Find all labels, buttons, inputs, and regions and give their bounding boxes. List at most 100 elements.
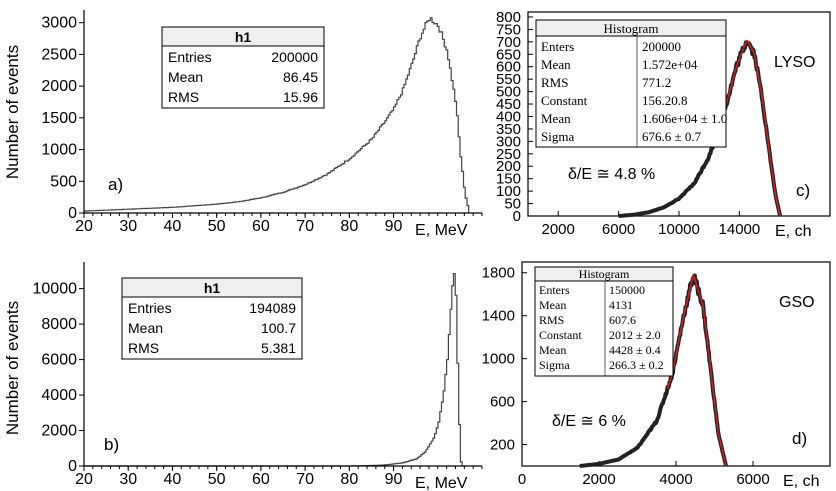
panel-c-xlabel: E, ch — [775, 223, 811, 240]
y-tick-label: 3000 — [41, 15, 77, 32]
panel-c-annotation: δ/E ≅ 4.8 % — [568, 166, 655, 183]
panel-c-material: LYSO — [774, 54, 816, 71]
stats-c-value: 676.6 ± 0.7 — [642, 129, 702, 144]
x-tick-label: 30 — [119, 471, 137, 488]
panel-d-annotation: δ/E ≅ 6 % — [552, 413, 626, 430]
stats-d-label: Enters — [539, 283, 570, 297]
stats-c-label: RMS — [541, 75, 568, 90]
x-tick-label: 80 — [340, 471, 358, 488]
y-tick-label: 4000 — [41, 387, 77, 404]
panel-d-material: GSO — [779, 294, 815, 311]
y-tick-label: 500 — [50, 173, 77, 190]
x-tick-label: 40 — [164, 218, 182, 235]
panel-b-ylabel: Number of events — [3, 301, 22, 435]
stats-a-value: 15.96 — [283, 89, 318, 105]
stats-a-title: h1 — [235, 29, 252, 45]
stats-a-label: Mean — [168, 69, 203, 85]
panel-d: 0 2000 4000 6000 200 600 1000 1400 1800 GSO δ/E … — [482, 262, 830, 490]
panel-c: 2000 6000 10000 140000501001502002503003504… — [496, 9, 830, 240]
x-tick-label: 2000 — [582, 471, 615, 488]
panel-d-xlabel: E, ch — [783, 473, 819, 490]
panel-b-xlabel: E, MeV — [415, 475, 468, 491]
x-tick-label: 90 — [385, 471, 403, 488]
panel-b-stats-box: h1 Entries 194089 Mean 100.7 RMS 5.381 — [122, 278, 302, 359]
x-tick-label: 90 — [385, 218, 403, 235]
x-tick-label: 50 — [208, 471, 226, 488]
x-tick-label: 60 — [252, 471, 270, 488]
panel-a-label: a) — [108, 175, 123, 194]
stats-d-title: Histogram — [579, 267, 630, 281]
stats-b-value: 100.7 — [261, 320, 296, 336]
stats-a-value: 86.45 — [283, 69, 318, 85]
y-tick-label: 1400 — [482, 308, 515, 325]
y-tick-label: 1800 — [482, 265, 515, 282]
x-tick-label: 60 — [252, 218, 270, 235]
x-tick-label: 80 — [340, 218, 358, 235]
y-tick-label: 2000 — [41, 78, 77, 95]
y-tick-label: 2000 — [41, 423, 77, 440]
y-tick-label: 600 — [490, 394, 515, 411]
stats-b-title: h1 — [204, 280, 221, 296]
y-tick-label: 8000 — [41, 316, 77, 333]
stats-a-label: Entries — [168, 49, 212, 65]
x-tick-label: 10000 — [658, 221, 700, 238]
y-tick-label: 1000 — [482, 351, 515, 368]
panel-d-label: d) — [792, 429, 807, 448]
y-tick-label: 0 — [68, 458, 77, 475]
panel-c-stats-box: Histogram Enters 200000 Mean 1.572e+04 R… — [536, 20, 727, 147]
stats-c-label: Constant — [541, 93, 588, 108]
panel-a-ylabel: Number of events — [3, 45, 22, 179]
panel-c-label: c) — [796, 181, 810, 200]
y-tick-label: 1500 — [41, 110, 77, 127]
x-tick-label: 70 — [296, 471, 314, 488]
y-tick-label: 10000 — [33, 281, 78, 298]
stats-d-value: 4131 — [609, 298, 633, 312]
panel-a: Number of events 20 30 40 50 60 70 80 900500100… — [3, 10, 482, 239]
panel-a-xlabel: E, MeV — [415, 222, 468, 239]
stats-d-label: Constant — [539, 328, 582, 342]
stats-c-title: Histogram — [604, 21, 659, 36]
stats-a-label: RMS — [168, 89, 199, 105]
stats-d-label: Mean — [539, 298, 566, 312]
stats-d-label: Sigma — [539, 358, 570, 372]
stats-b-value: 194089 — [249, 300, 296, 316]
stats-b-label: Entries — [128, 300, 172, 316]
x-tick-label: 50 — [208, 218, 226, 235]
stats-b-label: Mean — [128, 320, 163, 336]
x-tick-label: 30 — [119, 218, 137, 235]
x-tick-label: 70 — [296, 218, 314, 235]
x-tick-label: 20 — [75, 471, 93, 488]
stats-d-value: 150000 — [609, 283, 645, 297]
y-tick-label: 6000 — [41, 352, 77, 369]
panel-b: Number of events 20 30 40 50 60 70 80 90 0 2000 40… — [3, 262, 482, 491]
x-tick-label: 2000 — [542, 221, 575, 238]
panel-a-stats-box: h1 Entries 200000 Mean 86.45 RMS 15.96 — [162, 27, 324, 108]
stats-c-value: 200000 — [642, 39, 681, 54]
y-tick-label: 2500 — [41, 46, 77, 63]
stats-c-value: 1.572e+04 — [642, 57, 698, 72]
stats-c-value: 771.2 — [642, 75, 671, 90]
x-tick-label: 6000 — [736, 471, 769, 488]
y-tick-label: 800 — [496, 9, 521, 26]
x-tick-label: 14000 — [719, 221, 761, 238]
stats-d-value: 607.6 — [609, 313, 636, 327]
stats-c-value: 156.20.8 — [642, 93, 688, 108]
stats-d-value: 4428 ± 0.4 — [609, 343, 661, 357]
fit-curve-c — [718, 41, 780, 217]
stats-d-label: Mean — [539, 343, 566, 357]
panel-d-stats-box: Histogram Enters 150000 Mean 4131 RMS 60… — [535, 267, 673, 376]
x-tick-label: 6000 — [602, 221, 635, 238]
y-tick-label: 200 — [490, 437, 515, 454]
x-tick-label: 20 — [75, 218, 93, 235]
y-tick-label: 1000 — [41, 142, 77, 159]
y-tick-label: 0 — [68, 205, 77, 222]
stats-b-label: RMS — [128, 340, 159, 356]
stats-a-value: 200000 — [271, 49, 318, 65]
stats-b-value: 5.381 — [261, 340, 296, 356]
stats-d-value: 2012 ± 2.0 — [609, 328, 661, 342]
stats-d-value: 266.3 ± 0.2 — [609, 358, 664, 372]
stats-c-label: Sigma — [541, 129, 574, 144]
x-tick-label: 40 — [164, 471, 182, 488]
panel-b-label: b) — [104, 435, 119, 454]
